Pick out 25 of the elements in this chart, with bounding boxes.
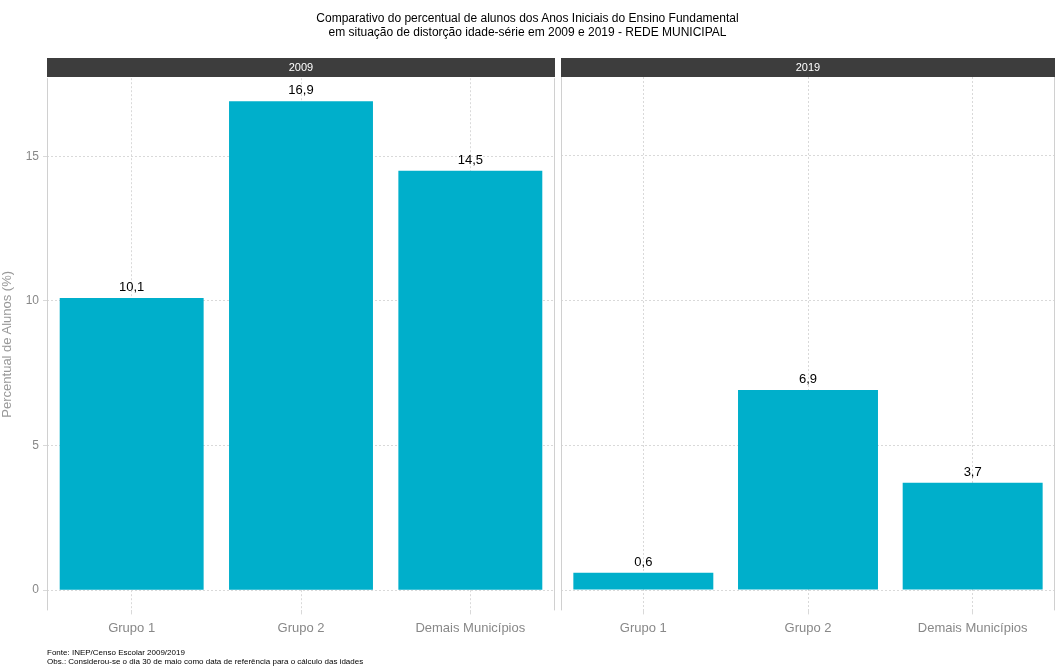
data-label: 6,9: [798, 371, 818, 387]
x-tick-label: Demais Municípios: [917, 619, 1029, 635]
y-tick-label: 10: [25, 293, 40, 308]
y-tick-label: 15: [25, 148, 40, 163]
chart-subtitle: 2019: [561, 58, 1055, 77]
x-tick-label: Demais Municípios: [415, 619, 526, 635]
x-tick-label: Grupo 2: [277, 619, 325, 635]
bar: [229, 101, 373, 590]
source-note: Fonte: INEP/Censo Escolar 2009/2019: [47, 648, 186, 657]
y-tick-label: 0: [32, 582, 40, 597]
y-tick-label: 5: [32, 437, 40, 452]
data-label: 10,1: [119, 279, 145, 295]
data-label: 3,7: [963, 463, 982, 479]
bar: [398, 170, 543, 590]
bar: [59, 298, 204, 590]
data-label: 16,9: [288, 82, 314, 98]
y-axis-title: Percentual de Alunos (%): [0, 270, 15, 418]
chart-subtitle: 2009: [47, 58, 555, 77]
x-tick-label: Grupo 1: [108, 619, 156, 635]
x-tick-label: Grupo 1: [619, 619, 667, 635]
text: Obs.: Considerou-se o dia 30 de maio como data de referência para o cálculo das idades: [47, 657, 364, 666]
x-tick-label: Grupo 2: [784, 619, 832, 635]
chart-title: Comparativo do percentual de alunos dos Anos Iniciais do Ensino Fundamental em situação de distorção idade-série em 2009 e 2019 - REDE MUNICIPAL: [315, 11, 740, 39]
data-label: 0,6: [634, 553, 653, 569]
data-label: 14,5: [457, 151, 483, 167]
